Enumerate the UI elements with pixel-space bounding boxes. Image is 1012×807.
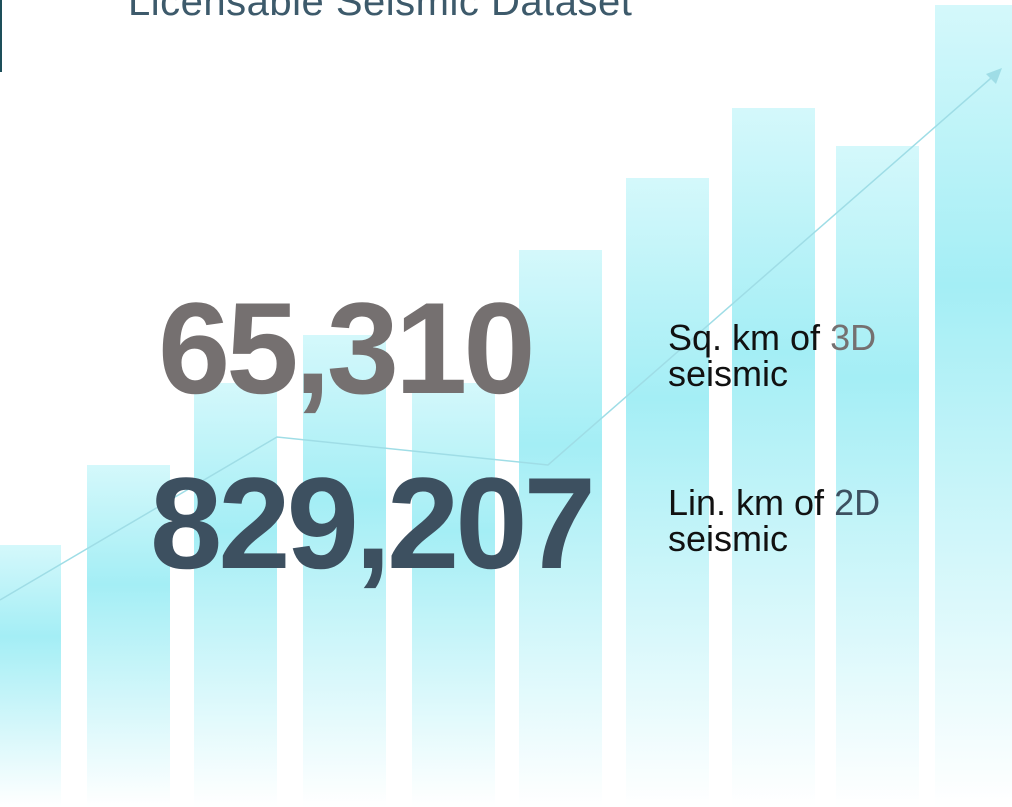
bar bbox=[935, 5, 1012, 807]
bar bbox=[0, 545, 61, 807]
bar bbox=[303, 335, 386, 807]
bar bbox=[87, 465, 170, 807]
label-highlight: 3D bbox=[830, 317, 877, 358]
bar bbox=[732, 108, 815, 807]
trend-line bbox=[0, 71, 999, 601]
label-highlight: 2D bbox=[834, 482, 881, 523]
bar bbox=[412, 383, 495, 807]
bar bbox=[836, 146, 919, 807]
label-text: seismic bbox=[668, 518, 789, 559]
bar bbox=[194, 383, 277, 807]
stat-value: 829,207 bbox=[150, 450, 596, 596]
trend-arrowhead bbox=[986, 68, 1002, 84]
label-text: Lin. km of bbox=[668, 482, 825, 523]
label-text: Sq. km of bbox=[668, 317, 821, 358]
label-text: seismic bbox=[668, 353, 789, 394]
bar bbox=[626, 178, 709, 807]
edge-line bbox=[0, 0, 2, 72]
stat-label: Sq. km of 3D seismic bbox=[668, 320, 876, 392]
stat-label: Lin. km of 2D seismic bbox=[668, 485, 880, 557]
bar bbox=[519, 250, 602, 807]
title: Licensable Seismic Dataset bbox=[128, 0, 633, 24]
decorative-bars bbox=[0, 5, 1012, 807]
stat-value: 65,310 bbox=[158, 275, 536, 421]
